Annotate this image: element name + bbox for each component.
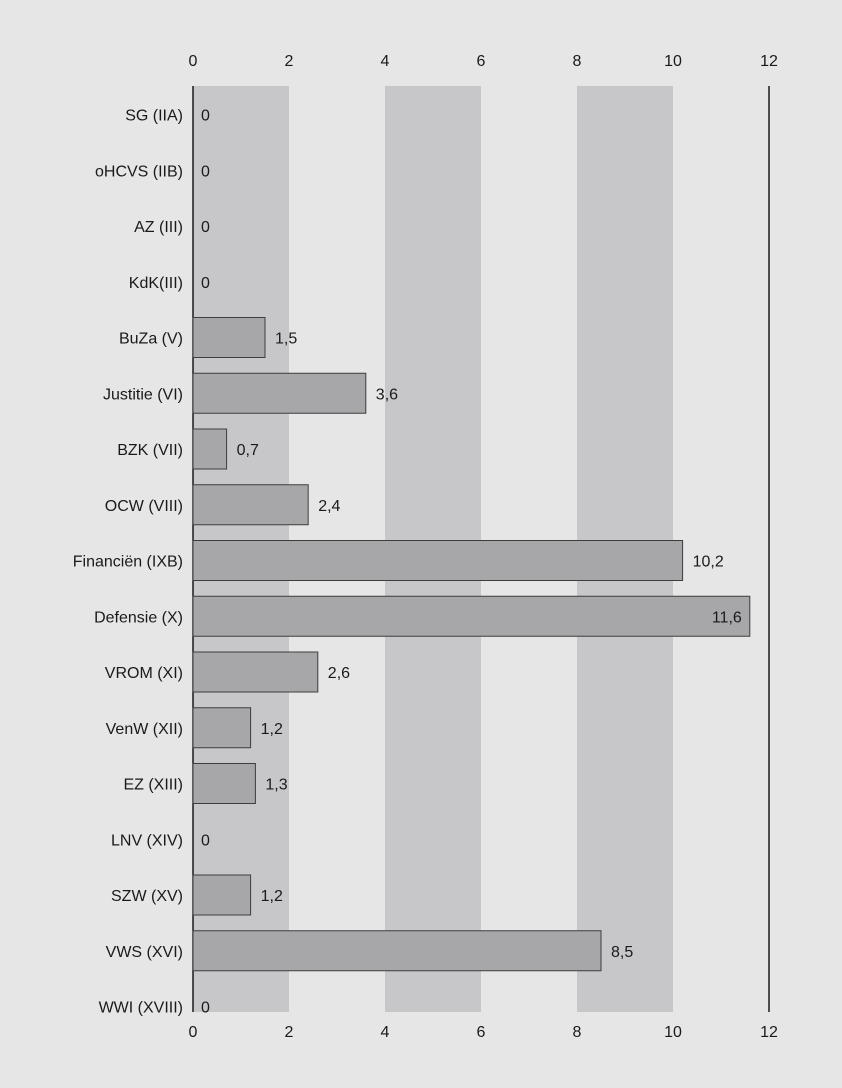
- value-label: 0,7: [237, 442, 259, 459]
- x-tick-label-bottom: 2: [285, 1024, 294, 1041]
- category-label: KdK(III): [129, 275, 183, 292]
- value-label: 1,3: [265, 777, 287, 794]
- value-label: 0: [201, 1000, 210, 1017]
- value-label: 0: [201, 275, 210, 292]
- x-tick-label-bottom: 8: [573, 1024, 582, 1041]
- value-label: 0: [201, 219, 210, 236]
- x-tick-label-top: 12: [760, 53, 778, 70]
- value-label: 2,6: [328, 665, 350, 682]
- bar: [192, 428, 228, 470]
- x-tick-label-top: 6: [477, 53, 486, 70]
- bar: [192, 484, 309, 526]
- x-tick-label-top: 0: [189, 53, 198, 70]
- value-label: 8,5: [611, 944, 633, 961]
- category-label: EZ (XIII): [123, 777, 183, 794]
- category-label: Justitie (VI): [103, 386, 183, 403]
- value-label: 0: [201, 832, 210, 849]
- category-label: oHCVS (IIB): [95, 163, 183, 180]
- value-label: 0: [201, 108, 210, 125]
- category-label: SZW (XV): [111, 888, 183, 905]
- bars: [192, 317, 751, 972]
- value-label: 11,6: [712, 609, 742, 626]
- bar: [192, 707, 252, 749]
- category-label: BZK (VII): [117, 442, 183, 459]
- x-tick-label-top: 2: [285, 53, 294, 70]
- bar: [192, 651, 319, 693]
- category-label: VenW (XII): [106, 721, 183, 738]
- x-tick-label-bottom: 6: [477, 1024, 486, 1041]
- x-tick-label-top: 8: [573, 53, 582, 70]
- bar: [192, 317, 266, 358]
- bar: [192, 540, 684, 581]
- value-label: 3,6: [376, 386, 398, 403]
- bar: [192, 763, 256, 804]
- bar: [192, 874, 252, 916]
- category-label: LNV (XIV): [111, 832, 183, 849]
- bar: [192, 372, 367, 414]
- value-label: 1,2: [261, 888, 283, 905]
- category-label: VWS (XVI): [106, 944, 183, 961]
- category-label: Financiën (IXB): [73, 554, 183, 571]
- category-label: OCW (VIII): [105, 498, 183, 515]
- category-label: Defensie (X): [94, 609, 183, 626]
- category-label: SG (IIA): [125, 108, 183, 125]
- category-label: AZ (III): [134, 219, 183, 236]
- value-label: 10,2: [693, 554, 724, 571]
- x-tick-label-bottom: 10: [664, 1024, 682, 1041]
- x-tick-label-bottom: 12: [760, 1024, 778, 1041]
- value-label: 1,2: [261, 721, 283, 738]
- value-label: 1,5: [275, 331, 297, 348]
- value-label: 2,4: [318, 498, 340, 515]
- value-label: 0: [201, 163, 210, 180]
- category-label: WWI (XVIII): [99, 1000, 183, 1017]
- x-tick-label-bottom: 0: [189, 1024, 198, 1041]
- x-tick-label-top: 10: [664, 53, 682, 70]
- bar: [192, 930, 602, 972]
- category-label: BuZa (V): [119, 331, 183, 348]
- x-tick-label-top: 4: [381, 53, 390, 70]
- bar: [192, 595, 751, 637]
- category-label: VROM (XI): [105, 665, 183, 682]
- x-tick-label-bottom: 4: [381, 1024, 390, 1041]
